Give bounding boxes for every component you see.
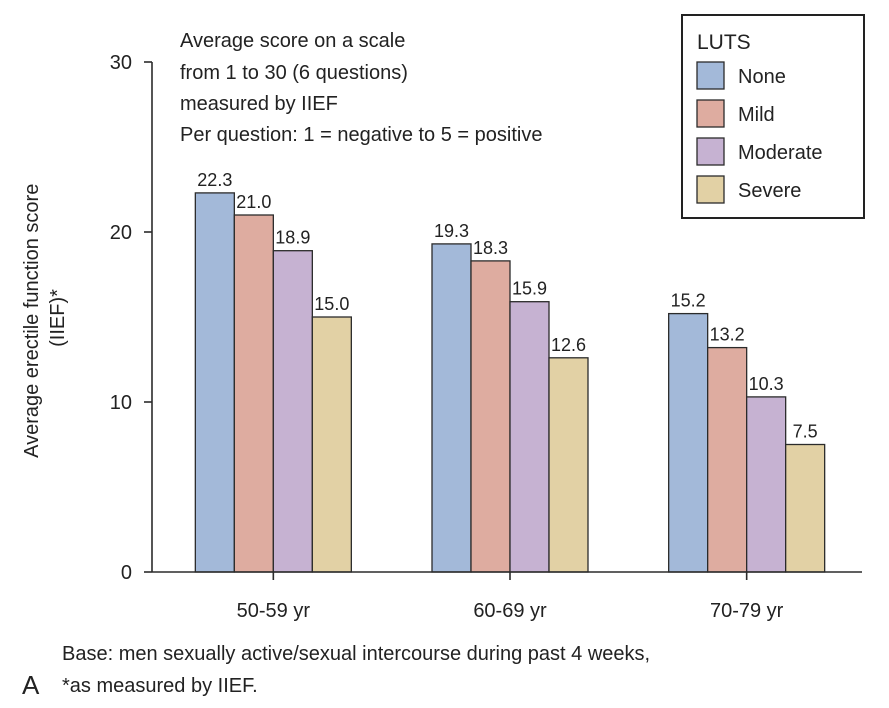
data-label-70-79-yr-mild: 13.2 [710, 325, 745, 345]
scale-note-line-3: measured by IIEF [180, 93, 338, 115]
y-axis-title-line-1: Average erectile function score [21, 184, 43, 458]
legend: LUTS None Mild Moderate Severe [681, 14, 865, 219]
axis-ticks-layer: 0 10 20 30 50-59 yr 60-69 yr 70-79 yr [110, 52, 784, 622]
legend-swatch-severe [696, 175, 725, 204]
legend-swatch-none [696, 61, 725, 90]
bar-50-59-yr-mild [233, 214, 274, 573]
footnote-line-1: Base: men sexually active/sexual interco… [62, 643, 650, 665]
y-tick-label-10: 10 [110, 392, 132, 414]
data-label-50-59-yr-moderate: 18.9 [275, 228, 310, 248]
footnote-line-2: *as measured by IIEF. [62, 675, 258, 697]
scale-note: Average score on a scale from 1 to 30 (6… [180, 30, 542, 146]
data-label-50-59-yr-severe: 15.0 [314, 294, 349, 314]
bar-60-69-yr-severe [548, 357, 589, 573]
y-axis-title-line-2: (IIEF)* [47, 289, 69, 347]
bar-70-79-yr-none [668, 312, 709, 573]
bar-50-59-yr-none [194, 192, 235, 573]
legend-swatch-moderate [696, 137, 725, 166]
data-label-70-79-yr-none: 15.2 [671, 291, 706, 311]
data-label-50-59-yr-none: 22.3 [197, 170, 232, 190]
x-tick-label-60-69-yr: 60-69 yr [473, 600, 547, 622]
legend-label-mild: Mild [738, 104, 775, 126]
data-label-60-69-yr-severe: 12.6 [551, 335, 586, 355]
bar-70-79-yr-severe [785, 443, 826, 573]
bars-layer [194, 192, 826, 573]
scale-note-line-4: Per question: 1 = negative to 5 = positi… [180, 124, 542, 146]
data-label-60-69-yr-none: 19.3 [434, 221, 469, 241]
footnote: Base: men sexually active/sexual interco… [22, 643, 650, 700]
legend-swatch-mild [696, 99, 725, 128]
y-tick-label-0: 0 [121, 562, 132, 584]
bar-50-59-yr-moderate [272, 250, 313, 573]
y-tick-label-20: 20 [110, 222, 132, 244]
legend-items: None Mild Moderate Severe [696, 61, 823, 204]
bar-70-79-yr-moderate [746, 396, 787, 573]
bar-50-59-yr-severe [311, 316, 352, 573]
x-tick-label-70-79-yr: 70-79 yr [710, 600, 784, 622]
legend-label-severe: Severe [738, 180, 801, 202]
legend-title: LUTS [697, 31, 751, 54]
scale-note-line-1: Average score on a scale [180, 30, 405, 52]
bar-60-69-yr-none [431, 243, 472, 573]
scale-note-line-2: from 1 to 30 (6 questions) [180, 62, 408, 84]
bar-60-69-yr-moderate [509, 301, 550, 573]
data-label-50-59-yr-mild: 21.0 [236, 192, 271, 212]
legend-label-moderate: Moderate [738, 142, 823, 164]
y-tick-label-30: 30 [110, 52, 132, 74]
data-label-70-79-yr-severe: 7.5 [793, 422, 818, 442]
bar-70-79-yr-mild [707, 346, 748, 573]
y-axis-title: Average erectile function score (IIEF)* [21, 178, 69, 458]
data-labels-layer: 22.321.018.9 15.0 19.318.3 15.9 12.6 15.213.2… [197, 170, 817, 442]
data-label-60-69-yr-moderate: 15.9 [512, 279, 547, 299]
bar-60-69-yr-mild [470, 260, 511, 573]
data-label-70-79-yr-moderate: 10.3 [749, 374, 784, 394]
panel-label: A [22, 670, 40, 700]
data-label-60-69-yr-mild: 18.3 [473, 238, 508, 258]
x-tick-label-50-59-yr: 50-59 yr [237, 600, 311, 622]
legend-label-none: None [738, 66, 786, 88]
